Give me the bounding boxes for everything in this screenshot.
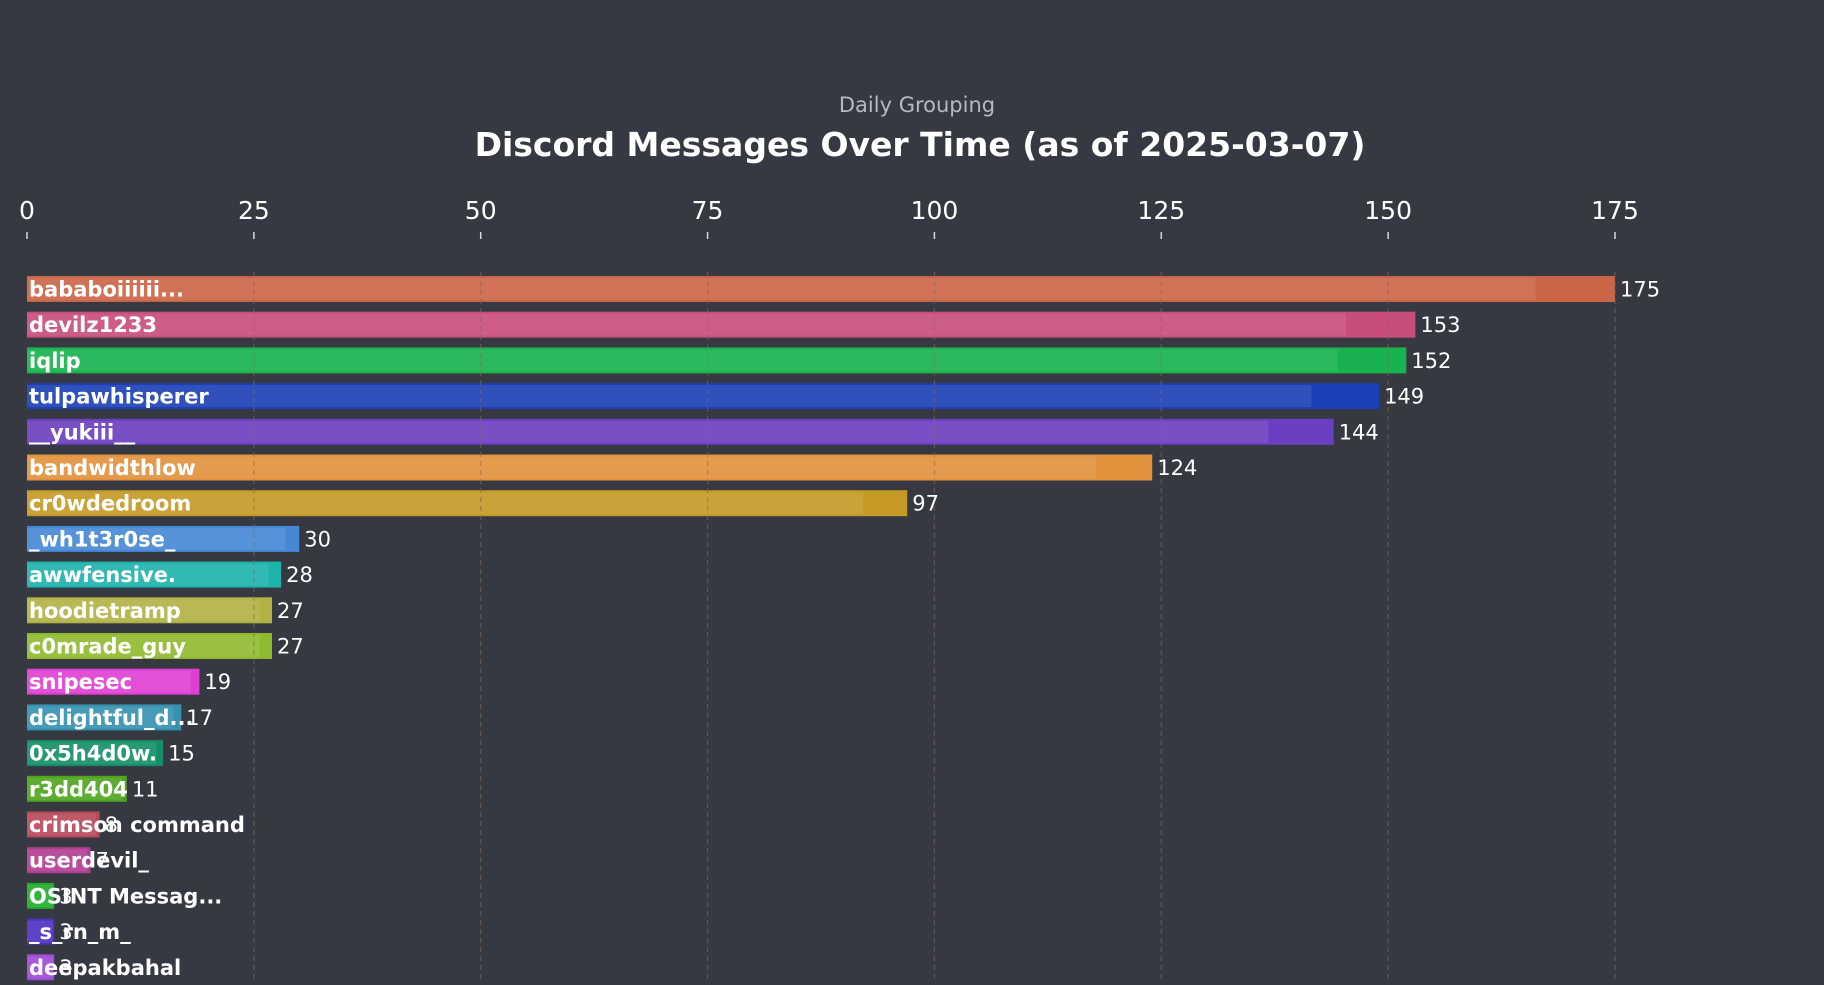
bar: [27, 561, 282, 588]
bar-value-label: 11: [132, 777, 159, 801]
bar-highlight: [27, 884, 53, 907]
x-tick-label: 125: [1137, 196, 1185, 225]
bar-highlight: [27, 349, 1338, 372]
bar-highlight: [27, 956, 53, 979]
bar-highlight: [27, 777, 122, 800]
bar-category-label: r3dd404: [29, 777, 128, 801]
bar-category-label: delightful_d...: [29, 706, 193, 730]
bar-category-label: bababoiiiiii...: [29, 278, 184, 302]
bar-highlight: [27, 456, 1096, 479]
bar-category-label: awwfensive.: [29, 563, 176, 587]
bar: [27, 775, 127, 802]
bar: [27, 668, 200, 695]
bar-category-label: iqlip: [29, 349, 81, 373]
bar-value-label: 8: [105, 813, 118, 837]
bar: [27, 597, 273, 624]
bar-value-label: 28: [286, 563, 313, 587]
x-tick-label: 175: [1591, 196, 1639, 225]
bar: [27, 418, 1334, 445]
bar-highlight: [27, 420, 1269, 443]
gridlines: [253, 272, 1616, 981]
bar-value-label: 17: [186, 706, 213, 730]
chart-subtitle: Daily Grouping: [839, 93, 995, 117]
bar-highlight: [27, 313, 1346, 336]
bar-highlight: [27, 813, 96, 836]
x-axis: 0 25 50 75 100 125 150 175: [19, 196, 1639, 239]
bar-highlight: [27, 599, 260, 622]
bar-category-label: bandwidthlow: [29, 456, 196, 480]
x-tick-label: 100: [911, 196, 959, 225]
bar-category-label: tulpawhisperer: [29, 385, 209, 409]
bar: [27, 882, 55, 909]
bar-highlight: [27, 278, 1536, 300]
bar: [27, 311, 1416, 338]
bar-highlight: [27, 527, 286, 550]
bar-value-label: 7: [96, 849, 109, 873]
bar-category-label: hoodietramp: [29, 599, 181, 623]
bar-value-label: 30: [304, 527, 331, 551]
x-tick-label: 50: [465, 196, 497, 225]
x-tick-label: 75: [692, 196, 724, 225]
bar: [27, 347, 1407, 374]
bar-value-label: 15: [168, 742, 195, 766]
chart-title: Discord Messages Over Time (as of 2025-0…: [475, 125, 1366, 164]
bar: [27, 276, 1615, 302]
bar: [27, 704, 182, 731]
bar-value-label: 153: [1420, 313, 1460, 337]
bar-highlight: [27, 920, 53, 943]
bar-value-label: 124: [1157, 456, 1197, 480]
bar-highlight: [27, 635, 260, 657]
bar: [27, 954, 55, 981]
bar: [27, 740, 164, 767]
bar: [27, 918, 55, 945]
bar-highlight: [27, 563, 269, 586]
bar-value-label: 27: [277, 635, 304, 659]
bar-value-label: 3: [59, 956, 72, 980]
bar-highlight: [27, 706, 174, 729]
bar-category-label: snipesec: [29, 670, 132, 694]
bar-highlight: [27, 742, 157, 765]
bar: [27, 847, 91, 874]
x-tick-label: 150: [1364, 196, 1412, 225]
bar-highlight: [27, 670, 191, 693]
bar: [27, 454, 1153, 481]
bar-category-label: cr0wdedroom: [29, 492, 191, 516]
bar: [27, 633, 273, 659]
bar-category-label: deepakbahal: [29, 956, 181, 980]
bar-highlight: [27, 385, 1312, 408]
bar-value-label: 152: [1411, 349, 1451, 373]
bar-highlight: [27, 492, 864, 515]
bar-category-label: userdevil_: [29, 849, 149, 873]
bar: [27, 525, 300, 552]
bar: [27, 811, 100, 838]
bar-category-label: crimson command: [29, 813, 245, 837]
bar-category-label: 0x5h4d0w.: [29, 742, 157, 766]
bar-category-label: OSINT Messag...: [29, 884, 222, 908]
x-tick-label: 25: [238, 196, 270, 225]
x-tick-label: 0: [19, 196, 35, 225]
bar-category-label: _wh1t3r0se_: [29, 527, 176, 551]
bar: [27, 490, 908, 517]
bar-category-label: c0mrade_guy: [29, 635, 186, 659]
bar-value-label: 3: [59, 920, 72, 944]
bar-value-label: 97: [912, 492, 939, 516]
bar-value-label: 175: [1620, 278, 1660, 302]
bar: [27, 383, 1380, 410]
bar-highlight: [27, 849, 88, 872]
bar-value-label: 144: [1339, 420, 1379, 444]
bar-category-label: _s_rn_m_: [29, 920, 131, 944]
bar-value-label: 19: [204, 670, 231, 694]
bars: [27, 276, 1615, 981]
bar-value-label: 3: [59, 884, 72, 908]
bar-category-label: devilz1233: [29, 313, 157, 337]
bar-category-label: __yukiii__: [29, 420, 136, 444]
bar-value-label: 149: [1384, 385, 1424, 409]
bar-value-label: 27: [277, 599, 304, 623]
